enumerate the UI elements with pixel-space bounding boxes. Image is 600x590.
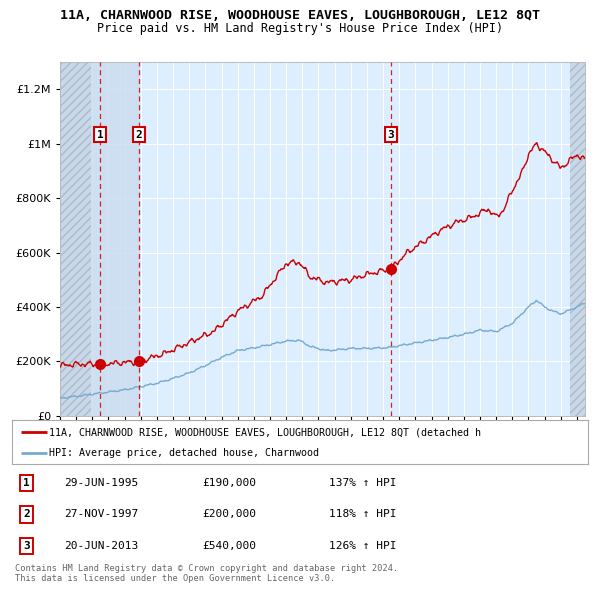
Text: 1: 1 [97,130,104,139]
Text: £540,000: £540,000 [202,541,256,551]
Text: 3: 3 [23,541,30,551]
Bar [60,62,91,416]
Text: £200,000: £200,000 [202,510,256,519]
Text: 11A, CHARNWOOD RISE, WOODHOUSE EAVES, LOUGHBOROUGH, LE12 8QT (detached h: 11A, CHARNWOOD RISE, WOODHOUSE EAVES, LO… [49,428,481,437]
Text: 118% ↑ HPI: 118% ↑ HPI [329,510,397,519]
Text: £190,000: £190,000 [202,478,256,488]
Text: 3: 3 [387,130,394,139]
Text: Contains HM Land Registry data © Crown copyright and database right 2024.
This d: Contains HM Land Registry data © Crown c… [15,564,398,584]
Text: Price paid vs. HM Land Registry's House Price Index (HPI): Price paid vs. HM Land Registry's House … [97,22,503,35]
Text: 29-JUN-1995: 29-JUN-1995 [64,478,138,488]
Text: 137% ↑ HPI: 137% ↑ HPI [329,478,397,488]
Text: 27-NOV-1997: 27-NOV-1997 [64,510,138,519]
Text: 2: 2 [136,130,143,139]
Bar [571,62,585,416]
Text: 20-JUN-2013: 20-JUN-2013 [64,541,138,551]
Text: 126% ↑ HPI: 126% ↑ HPI [329,541,397,551]
Text: 1: 1 [23,478,30,488]
Text: 2: 2 [23,510,30,519]
Text: 11A, CHARNWOOD RISE, WOODHOUSE EAVES, LOUGHBOROUGH, LE12 8QT: 11A, CHARNWOOD RISE, WOODHOUSE EAVES, LO… [60,9,540,22]
Text: HPI: Average price, detached house, Charnwood: HPI: Average price, detached house, Char… [49,448,319,458]
Bar [91,62,140,416]
